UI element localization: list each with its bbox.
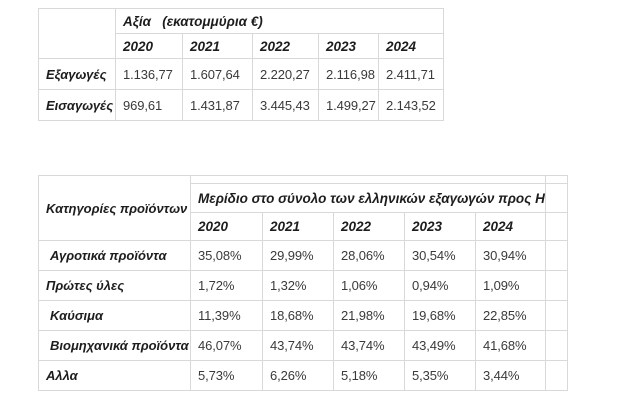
table-row: 2020 2021 2022 2023 2024: [39, 33, 445, 59]
share-cell: 43,49%: [404, 330, 476, 361]
share-cell: 0,94%: [404, 270, 476, 301]
share-cell: 5,35%: [404, 360, 476, 391]
year-header: 2024: [377, 33, 445, 59]
value-cell: 2.143,52: [377, 89, 445, 121]
value-table-title: Αξία (εκατομμύρια €): [114, 8, 445, 34]
share-cell: 35,08%: [190, 240, 263, 271]
share-cell: 1,06%: [333, 270, 405, 301]
share-cell: 43,74%: [262, 330, 334, 361]
share-cell: 43,74%: [333, 330, 405, 361]
share-cell: 11,39%: [190, 300, 263, 331]
row-label-exports: Εξαγωγές: [38, 58, 116, 90]
table-row: Βιομηχανικά προϊόντα 46,07% 43,74% 43,74…: [38, 330, 569, 361]
share-table-title: Μερίδιο στο σύνολο των ελληνικών εξαγωγώ…: [189, 183, 547, 213]
row-label-industrial: Βιομηχανικά προϊόντα: [38, 330, 191, 361]
row-label-other: Αλλα: [38, 360, 191, 391]
share-cell: 5,18%: [333, 360, 405, 391]
value-cell: 969,61: [115, 89, 183, 121]
table-row: Αγροτικά προϊόντα 35,08% 29,99% 28,06% 3…: [38, 240, 569, 271]
table-row: Πρώτες ύλες 1,72% 1,32% 1,06% 0,94% 1,09…: [38, 270, 569, 301]
year-header: 2023: [318, 33, 379, 59]
corner-cell-empty: [38, 8, 116, 59]
year-header: 2021: [262, 212, 334, 241]
row-label-raw-materials: Πρώτες ύλες: [38, 270, 191, 301]
empty-cell: [545, 212, 569, 241]
table-row: Εισαγωγές 969,61 1.431,87 3.445,43 1.499…: [38, 89, 445, 121]
share-cell: 1,32%: [262, 270, 334, 301]
row-label-fuels: Καύσιμα: [38, 300, 191, 331]
year-header: 2022: [333, 212, 405, 241]
share-cell: 1,72%: [190, 270, 263, 301]
year-header: 2020: [115, 33, 183, 59]
row-label-imports: Εισαγωγές: [38, 89, 116, 121]
share-cell: 18,68%: [262, 300, 334, 331]
empty-cell: [545, 330, 569, 361]
empty-cell: [545, 270, 569, 301]
share-cell: 30,54%: [404, 240, 476, 271]
table-row: Αλλα 5,73% 6,26% 5,18% 5,35% 3,44%: [38, 360, 569, 391]
share-cell: 29,99%: [262, 240, 334, 271]
share-cell: 6,26%: [262, 360, 334, 391]
share-cell: 41,68%: [474, 330, 547, 361]
year-header: 2024: [474, 212, 547, 241]
value-cell: 1.136,77: [115, 58, 183, 90]
value-cell: 1.607,64: [182, 58, 253, 90]
value-cell: 2.411,71: [377, 58, 445, 90]
empty-cell: [545, 300, 569, 331]
share-cell: 3,44%: [474, 360, 547, 391]
corner-cell-categories: Κατηγορίες προϊόντων: [38, 175, 191, 241]
share-cell: 30,94%: [474, 240, 547, 271]
year-header: 2022: [252, 33, 319, 59]
year-header: 2023: [404, 212, 476, 241]
share-cell: 19,68%: [404, 300, 476, 331]
share-table: Κατηγορίες προϊόντων Μερίδιο στο σύνολο …: [38, 175, 569, 391]
share-cell: 22,85%: [474, 300, 547, 331]
table-row: Μερίδιο στο σύνολο των ελληνικών εξαγωγώ…: [39, 183, 569, 213]
share-cell: 46,07%: [190, 330, 263, 361]
row-label-agricultural: Αγροτικά προϊόντα: [38, 240, 191, 271]
value-cell: 3.445,43: [252, 89, 319, 121]
share-cell: 21,98%: [333, 300, 405, 331]
table-row: Καύσιμα 11,39% 18,68% 21,98% 19,68% 22,8…: [38, 300, 569, 331]
year-header: 2021: [182, 33, 253, 59]
empty-cell: [545, 183, 569, 213]
share-cell: 5,73%: [190, 360, 263, 391]
value-cell: 2.116,98: [318, 58, 379, 90]
value-cell: 1.499,27: [318, 89, 379, 121]
value-table: Αξία (εκατομμύρια €) 2020 2021 2022 2023…: [38, 8, 445, 121]
empty-cell: [545, 240, 569, 271]
value-cell: 2.220,27: [252, 58, 319, 90]
empty-cell: [545, 175, 569, 184]
table-row: 2020 2021 2022 2023 2024: [39, 212, 569, 241]
year-header: 2020: [190, 212, 263, 241]
table-row: Εξαγωγές 1.136,77 1.607,64 2.220,27 2.11…: [38, 58, 445, 90]
empty-cell: [545, 360, 569, 391]
table-row: Κατηγορίες προϊόντων: [38, 175, 569, 241]
value-cell: 1.431,87: [182, 89, 253, 121]
table-row: Αξία (εκατομμύρια €): [38, 8, 445, 59]
share-cell: 1,09%: [474, 270, 547, 301]
spacer-cell: [189, 175, 547, 184]
share-cell: 28,06%: [333, 240, 405, 271]
